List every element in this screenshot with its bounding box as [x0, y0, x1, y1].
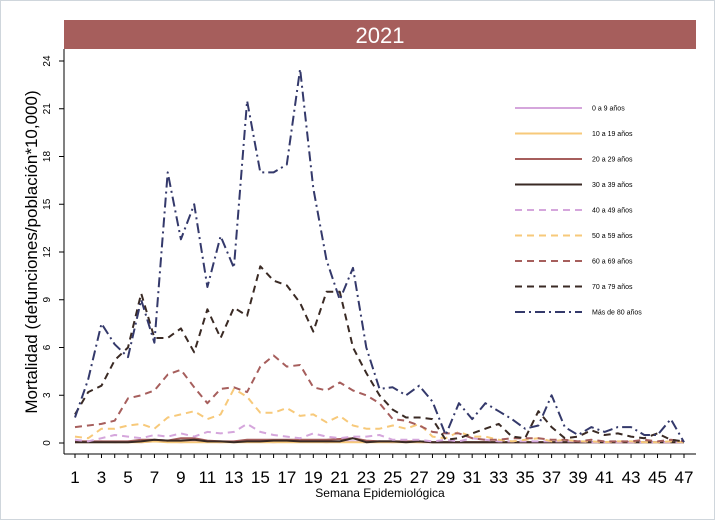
x-tick-label: 3: [97, 468, 106, 487]
x-tick-label: 17: [277, 468, 296, 487]
title-bar: [64, 20, 696, 49]
x-tick-label: 21: [330, 468, 349, 487]
y-axis-label: Mortalidad (defunciones/población*10,000…: [22, 90, 41, 413]
legend-label: 30 a 39 años: [592, 182, 633, 189]
x-tick-label: 27: [410, 468, 429, 487]
legend-label: 40 a 49 años: [592, 208, 633, 215]
x-tick-label: 29: [436, 468, 455, 487]
series-line-9: [74, 68, 685, 443]
legend-label: 20 a 29 años: [592, 157, 633, 164]
y-tick-label: 0: [42, 440, 53, 446]
legend: 0 a 9 años 10 a 19 años 20 a 29 años 30 a 3…: [505, 96, 670, 324]
x-tick-label: 11: [199, 468, 217, 487]
y-tick-label: 9: [42, 297, 53, 303]
series-line-8: [74, 265, 685, 443]
x-tick-label: 5: [123, 468, 132, 487]
y-tick-label: 12: [42, 246, 53, 258]
x-tick-label: 23: [357, 468, 376, 487]
y-tick-label: 6: [42, 344, 53, 350]
chart-title: 2021: [356, 23, 405, 48]
x-tick-label: 37: [542, 468, 561, 487]
x-tick-label: 15: [251, 468, 270, 487]
legend-label: 60 a 69 años: [592, 259, 633, 266]
series-line-6: [74, 387, 685, 444]
x-tick-label: 33: [489, 468, 508, 487]
legend-label: 10 a 19 años: [592, 131, 633, 138]
series-line-7: [74, 354, 685, 443]
x-tick-label: 41: [595, 468, 614, 487]
y-tick-label: 24: [42, 55, 53, 67]
x-tick-label: 35: [516, 468, 535, 487]
y-tick-label: 18: [42, 151, 53, 163]
legend-label: 70 a 79 años: [592, 284, 633, 291]
x-tick-label: 9: [176, 468, 185, 487]
y-tick-label: 3: [42, 392, 53, 398]
x-tick-label: 39: [569, 468, 588, 487]
x-ticks: 1 3 5 7 9 11 13 15 17 19 21 23 25 27 29 31 33 35 37 39 41 43 4…: [70, 454, 693, 487]
legend-label: 0 a 9 años: [592, 106, 625, 113]
x-axis-label: Semana Epidemiológica: [315, 486, 445, 500]
legend-label: Más de 80 años: [592, 310, 642, 317]
y-tick-label: 15: [42, 198, 53, 210]
x-tick-label: 43: [622, 468, 641, 487]
x-tick-label: 13: [224, 468, 243, 487]
x-tick-label: 1: [70, 468, 79, 487]
series-group: [74, 68, 685, 444]
y-tick-label: 21: [42, 103, 53, 115]
x-tick-label: 19: [304, 468, 323, 487]
x-tick-label: 31: [463, 468, 482, 487]
x-tick-label: 25: [383, 468, 402, 487]
x-tick-label: 47: [675, 468, 694, 487]
y-ticks: 0 3 6 9 12 15 18 21 24: [42, 55, 64, 446]
x-tick-label: 7: [150, 468, 159, 487]
legend-label: 50 a 59 años: [592, 233, 633, 240]
x-tick-label: 45: [648, 468, 667, 487]
